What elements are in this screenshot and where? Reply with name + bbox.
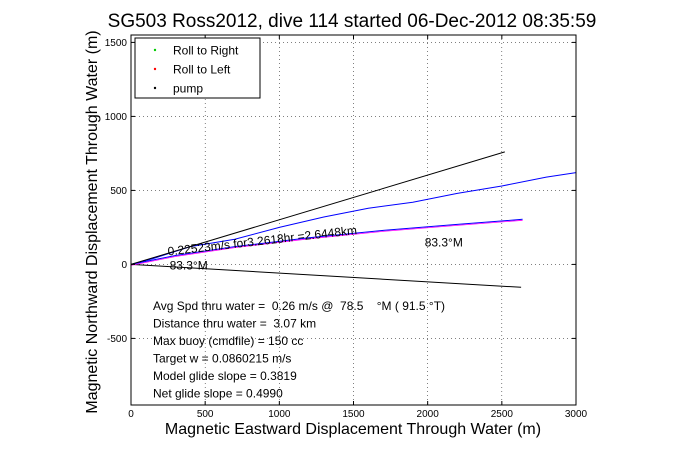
annotation-label: 83.3°M — [170, 259, 208, 273]
x-tick-label: 1500 — [342, 409, 365, 420]
y-tick-label: 1500 — [105, 38, 128, 49]
dive-chart: SG503 Ross2012, dive 114 started 06-Dec-… — [0, 0, 681, 454]
legend-label: Roll to Left — [173, 63, 231, 77]
x-tick-label: 500 — [197, 409, 214, 420]
legend: Roll to Right Roll to Left pump — [135, 38, 260, 98]
summary-line: Model glide slope = 0.3819 — [153, 369, 297, 383]
y-tick-label: 1000 — [105, 112, 128, 123]
chart-title: SG503 Ross2012, dive 114 started 06-Dec-… — [108, 11, 597, 32]
summary-line: Avg Spd thru water = 0.26 m/s @ 78.5 °M … — [153, 299, 445, 313]
legend-marker — [154, 49, 156, 51]
y-axis-label: Magnetic Northward Displacement Through … — [84, 30, 101, 413]
y-tick-label: -500 — [107, 334, 127, 345]
summary-text: Avg Spd thru water = 0.26 m/s @ 78.5 °M … — [153, 299, 445, 401]
x-axis-label: Magnetic Eastward Displacement Through W… — [165, 421, 541, 438]
x-tick-label: 0 — [128, 409, 134, 420]
legend-label: Roll to Right — [173, 44, 239, 58]
summary-line: Distance thru water = 3.07 km — [153, 317, 316, 331]
summary-line: Net glide slope = 0.4990 — [153, 387, 283, 401]
summary-line: Target w = 0.0860215 m/s — [153, 352, 291, 366]
legend-label: pump — [173, 82, 203, 96]
y-tick-label: 0 — [121, 260, 127, 271]
x-tick-label: 1000 — [268, 409, 291, 420]
y-tick-label: 500 — [110, 186, 127, 197]
summary-line: Max buoy (cmdfile) = 150 cc — [153, 334, 303, 348]
annotation-label: 83.3°M — [425, 236, 463, 250]
annotation-group: 0.22523m/s for3.2618hr =2.6448km83.3°M83… — [167, 223, 463, 273]
annotation-label: 0.22523m/s for3.2618hr =2.6448km — [167, 223, 358, 258]
x-tick-label: 2000 — [417, 409, 440, 420]
legend-marker — [154, 68, 156, 70]
x-tick-label: 2500 — [491, 409, 514, 420]
legend-marker — [154, 87, 156, 89]
x-tick-label: 3000 — [565, 409, 588, 420]
